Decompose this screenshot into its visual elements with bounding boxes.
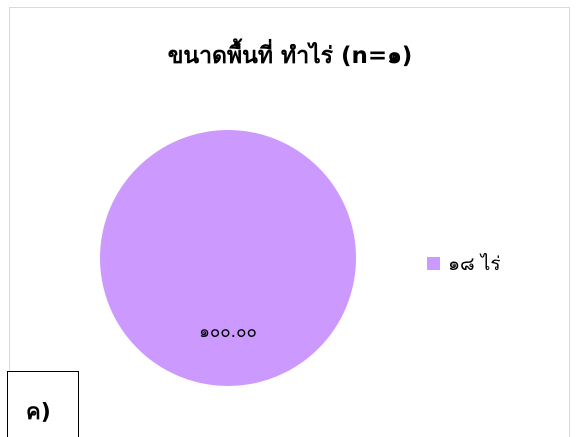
pie-slices: ๑๐๐.๐๐ — [100, 130, 356, 386]
legend-swatch — [427, 257, 440, 270]
data-label-0: ๑๐๐.๐๐ — [199, 322, 257, 342]
panel-label: ค) — [26, 400, 51, 425]
legend: ๑๘ ไร่ — [427, 253, 501, 275]
legend-label: ๑๘ ไร่ — [448, 253, 501, 275]
pie-slice-0 — [100, 130, 356, 386]
chart-frame — [9, 7, 570, 437]
panel-label-box: ค) — [7, 371, 79, 437]
chart-title: ขนาดพื้นที่ ทำไร่ (n=๑) — [168, 38, 413, 69]
